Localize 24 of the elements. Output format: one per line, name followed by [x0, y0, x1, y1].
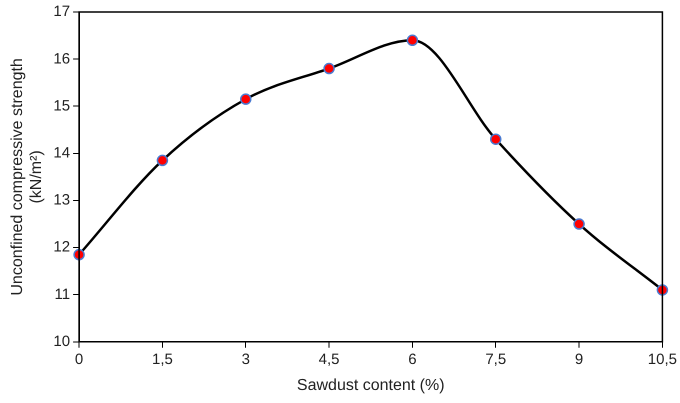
x-axis-title: Sawdust content (%) — [296, 376, 445, 394]
y-tick-label: 13 — [53, 192, 70, 209]
point — [240, 93, 252, 105]
x-tick-label: 1,5 — [152, 350, 173, 368]
y-tick-label: 15 — [53, 97, 70, 114]
y-axis-title: Unconfined compressive strength (kN/m²) — [9, 58, 46, 296]
x-tick-label: 4,5 — [318, 350, 340, 368]
point — [573, 218, 585, 230]
x-tick-label: 7,5 — [485, 350, 506, 368]
x-tick-label: 10,5 — [648, 350, 678, 368]
x-tick-label: 0 — [74, 350, 84, 368]
x-tick-label: 3 — [242, 350, 250, 368]
y-tick-label: 16 — [53, 50, 70, 68]
x-tick-label: 9 — [574, 350, 584, 368]
point — [406, 34, 418, 46]
y-tick-label: 11 — [54, 286, 70, 303]
y-tick-label: 10 — [53, 332, 70, 350]
y-tick-label: 14 — [53, 144, 70, 162]
y-tick-label: 17 — [53, 3, 70, 20]
y-tick-label: 12 — [53, 238, 70, 256]
x-tick-label: 6 — [408, 350, 417, 368]
point — [156, 154, 168, 166]
point — [490, 133, 502, 145]
point — [323, 62, 335, 74]
